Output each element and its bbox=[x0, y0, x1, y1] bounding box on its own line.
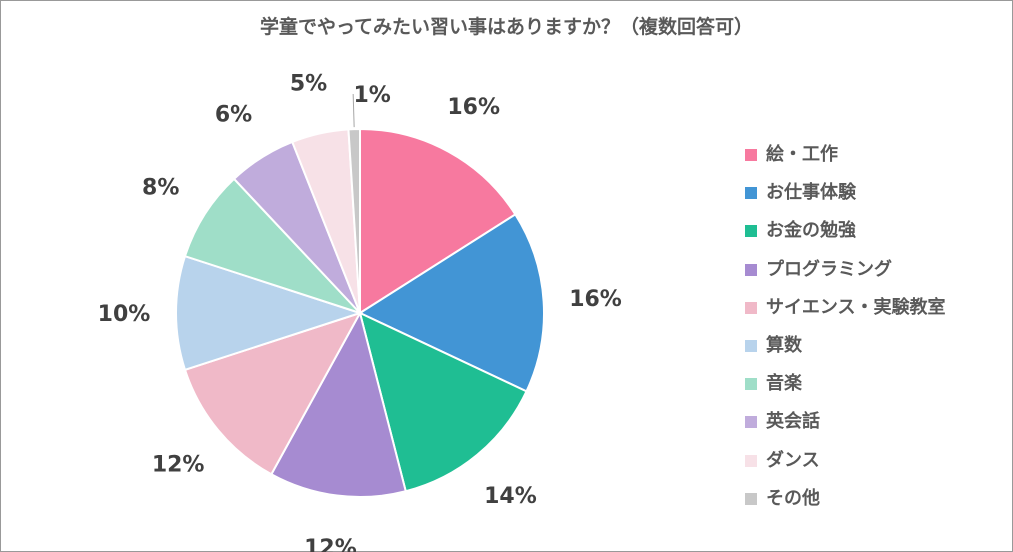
legend-swatch bbox=[745, 301, 757, 314]
legend-label: ダンス bbox=[766, 449, 820, 471]
legend-label: プログラミング bbox=[766, 258, 892, 280]
data-label: 5% bbox=[290, 72, 327, 97]
legend-label: その他 bbox=[766, 487, 820, 509]
data-label: 16% bbox=[447, 95, 500, 120]
legend-swatch bbox=[745, 225, 757, 238]
legend-swatch bbox=[745, 416, 757, 429]
data-label: 10% bbox=[98, 302, 151, 327]
legend-item: 絵・工作 bbox=[745, 134, 945, 172]
legend-label: 絵・工作 bbox=[766, 144, 838, 166]
legend-swatch bbox=[745, 492, 757, 505]
legend-item: 英会話 bbox=[745, 401, 945, 439]
legend-swatch bbox=[745, 454, 757, 467]
legend-item: 音楽 bbox=[745, 363, 945, 401]
legend-label: サイエンス・実験教室 bbox=[766, 296, 946, 318]
legend-swatch bbox=[745, 378, 757, 391]
leader-line bbox=[352, 93, 355, 128]
legend-swatch bbox=[745, 187, 757, 200]
legend-item: お金の勉強 bbox=[745, 210, 945, 248]
legend-swatch bbox=[745, 340, 757, 353]
pie-slice-9 bbox=[347, 127, 361, 314]
legend-label: 音楽 bbox=[766, 373, 802, 395]
legend: 絵・工作お仕事体験お金の勉強プログラミングサイエンス・実験教室 算数音楽英会話ダン… bbox=[745, 134, 945, 516]
data-label: 12% bbox=[152, 452, 205, 477]
legend-label: お金の勉強 bbox=[766, 220, 856, 242]
data-label: 12% bbox=[304, 536, 357, 552]
legend-item: プログラミング bbox=[745, 249, 945, 287]
pie-slice-6 bbox=[183, 177, 361, 314]
data-label: 6% bbox=[215, 103, 252, 128]
legend-item: 算数 bbox=[745, 325, 945, 363]
pie-slice-1 bbox=[357, 213, 545, 393]
pie-slice-5 bbox=[175, 254, 364, 372]
legend-swatch bbox=[745, 149, 757, 162]
legend-label: お仕事体験 bbox=[766, 182, 856, 204]
pie-slice-2 bbox=[358, 311, 528, 493]
data-label: 16% bbox=[569, 287, 622, 312]
legend-label: 英会話 bbox=[766, 411, 820, 433]
pie-slice-4 bbox=[183, 311, 363, 476]
legend-item: その他 bbox=[745, 478, 945, 516]
data-label: 8% bbox=[142, 176, 179, 201]
chart-title: 学童でやってみたい習い事はありますか？（複数回答可） bbox=[259, 16, 754, 38]
pie-slice-3 bbox=[269, 310, 407, 498]
legend-item: サイエンス・実験教室 bbox=[745, 287, 945, 325]
legend-item: お仕事体験 bbox=[745, 172, 945, 210]
data-label: 14% bbox=[484, 484, 537, 509]
legend-label: 算数 bbox=[766, 335, 802, 357]
pie-slice-0 bbox=[359, 127, 517, 315]
legend-item: ダンス bbox=[745, 440, 945, 478]
data-label: 1% bbox=[353, 83, 390, 108]
legend-swatch bbox=[745, 263, 757, 276]
